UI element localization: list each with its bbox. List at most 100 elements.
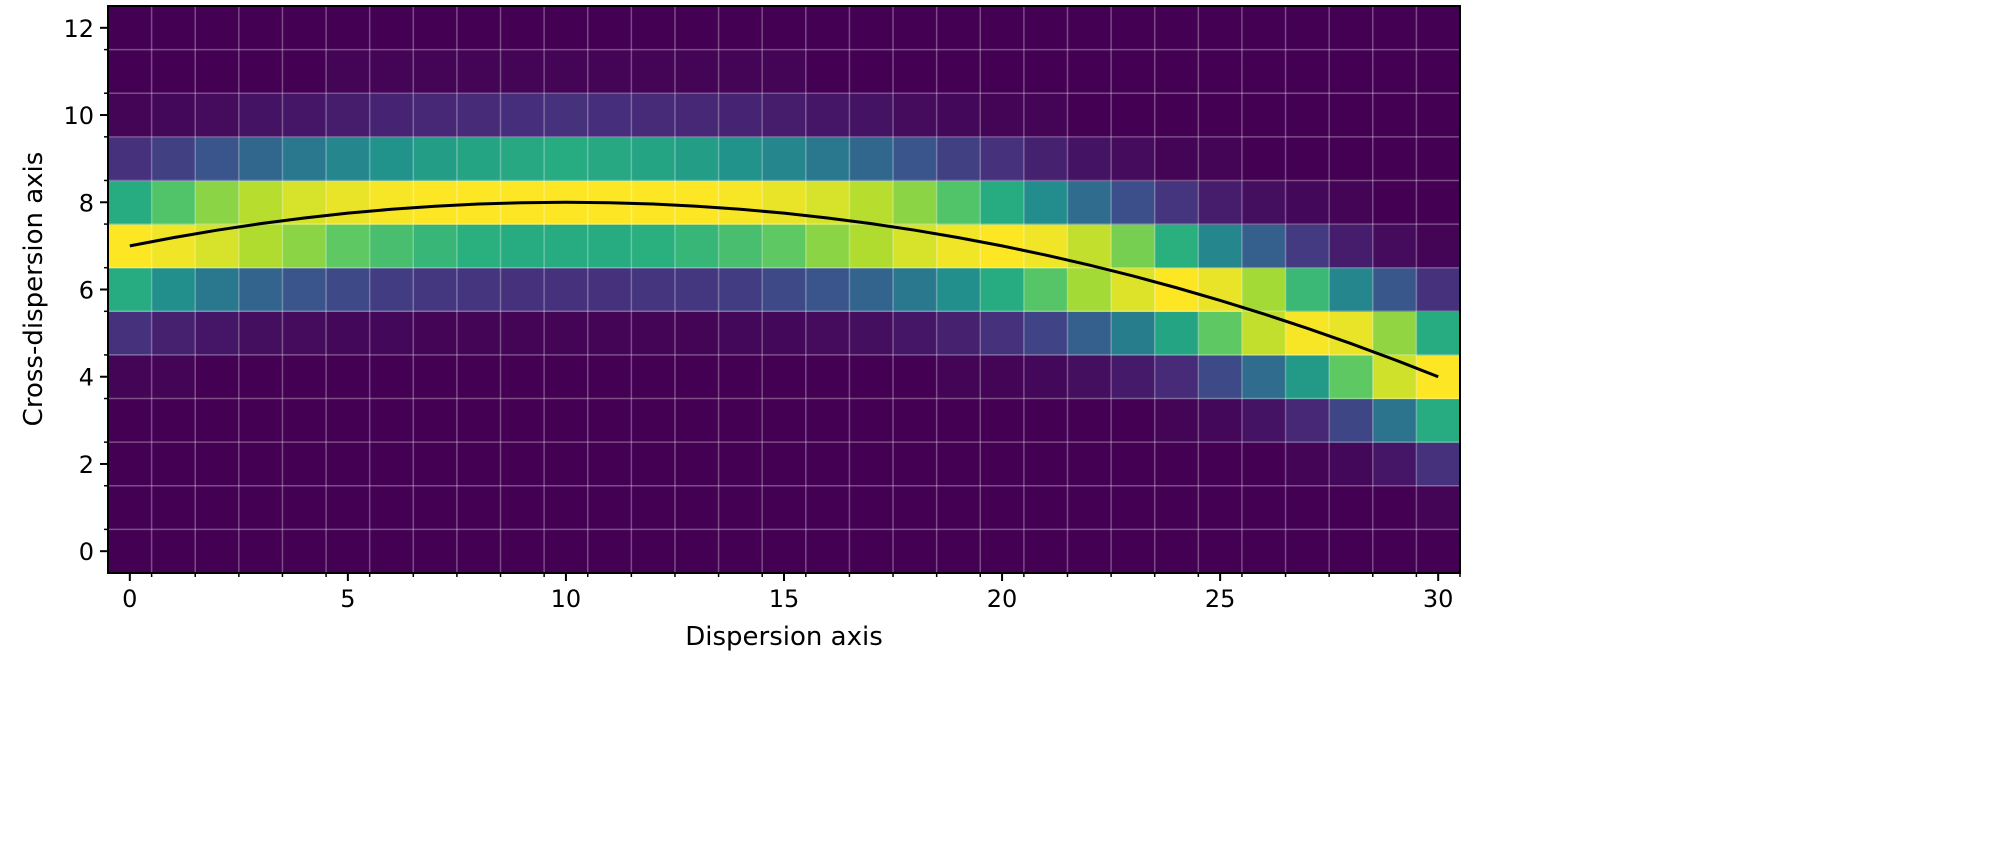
- heatmap-cell: [718, 93, 763, 138]
- heatmap-cell: [500, 136, 545, 181]
- heatmap-cell: [326, 398, 371, 443]
- heatmap-cell: [936, 267, 981, 312]
- heatmap-cell: [762, 93, 807, 138]
- heatmap-cell: [369, 267, 414, 312]
- heatmap-cell: [674, 224, 720, 269]
- heatmap-cell: [1285, 485, 1330, 530]
- heatmap-cell: [108, 398, 153, 443]
- heatmap-cell: [1198, 485, 1243, 530]
- heatmap-cell: [762, 136, 807, 181]
- heatmap-cell: [326, 6, 371, 51]
- heatmap-cell: [936, 93, 981, 138]
- heatmap-cell: [849, 398, 894, 443]
- heatmap-cell: [1023, 354, 1068, 400]
- x-tick-label: 5: [340, 585, 355, 613]
- heatmap-cell: [282, 529, 327, 574]
- heatmap-cell: [893, 180, 938, 225]
- heatmap-cell: [413, 180, 458, 225]
- heatmap-cell: [195, 311, 240, 356]
- heatmap-cell: [195, 398, 240, 443]
- heatmap-cell: [587, 354, 632, 400]
- heatmap-cell: [326, 267, 371, 312]
- heatmap-cell: [1329, 136, 1374, 181]
- heatmap-cell: [369, 311, 414, 356]
- heatmap-cell: [631, 398, 676, 443]
- x-tick-label: 30: [1423, 585, 1454, 613]
- heatmap-cell: [893, 529, 938, 574]
- heatmap-cell: [893, 93, 938, 138]
- heatmap-cell: [1416, 398, 1461, 443]
- heatmap-cell: [456, 267, 502, 312]
- x-tick-label: 15: [769, 585, 800, 613]
- heatmap-cell: [1416, 49, 1461, 94]
- heatmap-cell: [893, 6, 938, 51]
- heatmap-cell: [544, 6, 589, 51]
- heatmap-cell: [936, 354, 981, 400]
- heatmap-cell: [1154, 267, 1199, 312]
- heatmap-cell: [1329, 354, 1374, 400]
- heatmap-cell: [456, 398, 502, 443]
- heatmap-cell: [238, 311, 283, 356]
- heatmap-cell: [108, 267, 153, 312]
- heatmap-cell: [282, 267, 327, 312]
- heatmap-cell: [980, 398, 1025, 443]
- heatmap-cell: [1154, 442, 1199, 487]
- heatmap-cell: [674, 354, 720, 400]
- heatmap-cell: [500, 398, 545, 443]
- heatmap-cell: [587, 136, 632, 181]
- heatmap-cell: [500, 354, 545, 400]
- heatmap-cell: [1067, 93, 1112, 138]
- heatmap-cell: [762, 49, 807, 94]
- heatmap-cell: [980, 180, 1025, 225]
- heatmap-cell: [718, 398, 763, 443]
- heatmap-cell: [108, 93, 153, 138]
- heatmap-cell: [1241, 224, 1287, 269]
- heatmap-cell: [1241, 180, 1287, 225]
- heatmap-cell: [1416, 311, 1461, 356]
- heatmap-cell: [805, 529, 850, 574]
- heatmap-cell: [500, 267, 545, 312]
- heatmap-cell: [805, 398, 850, 443]
- heatmap-cell: [238, 398, 283, 443]
- heatmap-cell: [1198, 354, 1243, 400]
- heatmap-cell: [1329, 49, 1374, 94]
- heatmap-cell: [936, 311, 981, 356]
- heatmap-cell: [544, 529, 589, 574]
- grid-lines: [108, 6, 1461, 573]
- heatmap-cell: [936, 529, 981, 574]
- heatmap-cell: [980, 311, 1025, 356]
- heatmap-cell: [326, 354, 371, 400]
- heatmap-cell: [1023, 267, 1068, 312]
- heatmap-cell: [1198, 224, 1243, 269]
- heatmap-cell: [631, 529, 676, 574]
- heatmap-cell: [674, 442, 720, 487]
- heatmap-cell: [456, 224, 502, 269]
- heatmap-cell: [849, 136, 894, 181]
- heatmap-cell: [500, 485, 545, 530]
- heatmap-cell: [1372, 529, 1417, 574]
- heatmap-cell: [1241, 93, 1287, 138]
- heatmap-cell: [369, 180, 414, 225]
- heatmap-cell: [631, 93, 676, 138]
- heatmap-cell: [587, 6, 632, 51]
- heatmap-cell: [1023, 485, 1068, 530]
- heatmap-cell: [1111, 529, 1156, 574]
- heatmap-cell: [238, 49, 283, 94]
- heatmap-cell: [849, 442, 894, 487]
- heatmap-cell: [718, 224, 763, 269]
- heatmap-cell: [1154, 354, 1199, 400]
- heatmap-cell: [282, 6, 327, 51]
- heatmap-cell: [326, 49, 371, 94]
- heatmap-cell: [674, 180, 720, 225]
- heatmap-cell: [456, 354, 502, 400]
- heatmap-cell: [1241, 354, 1287, 400]
- heatmap-cell: [1067, 442, 1112, 487]
- heatmap-cell: [369, 354, 414, 400]
- heatmap-cell: [1111, 136, 1156, 181]
- heatmap-cell: [1416, 485, 1461, 530]
- heatmap-cell: [1329, 267, 1374, 312]
- heatmap-cell: [1154, 311, 1199, 356]
- heatmap-cell: [369, 93, 414, 138]
- heatmap-cell: [718, 311, 763, 356]
